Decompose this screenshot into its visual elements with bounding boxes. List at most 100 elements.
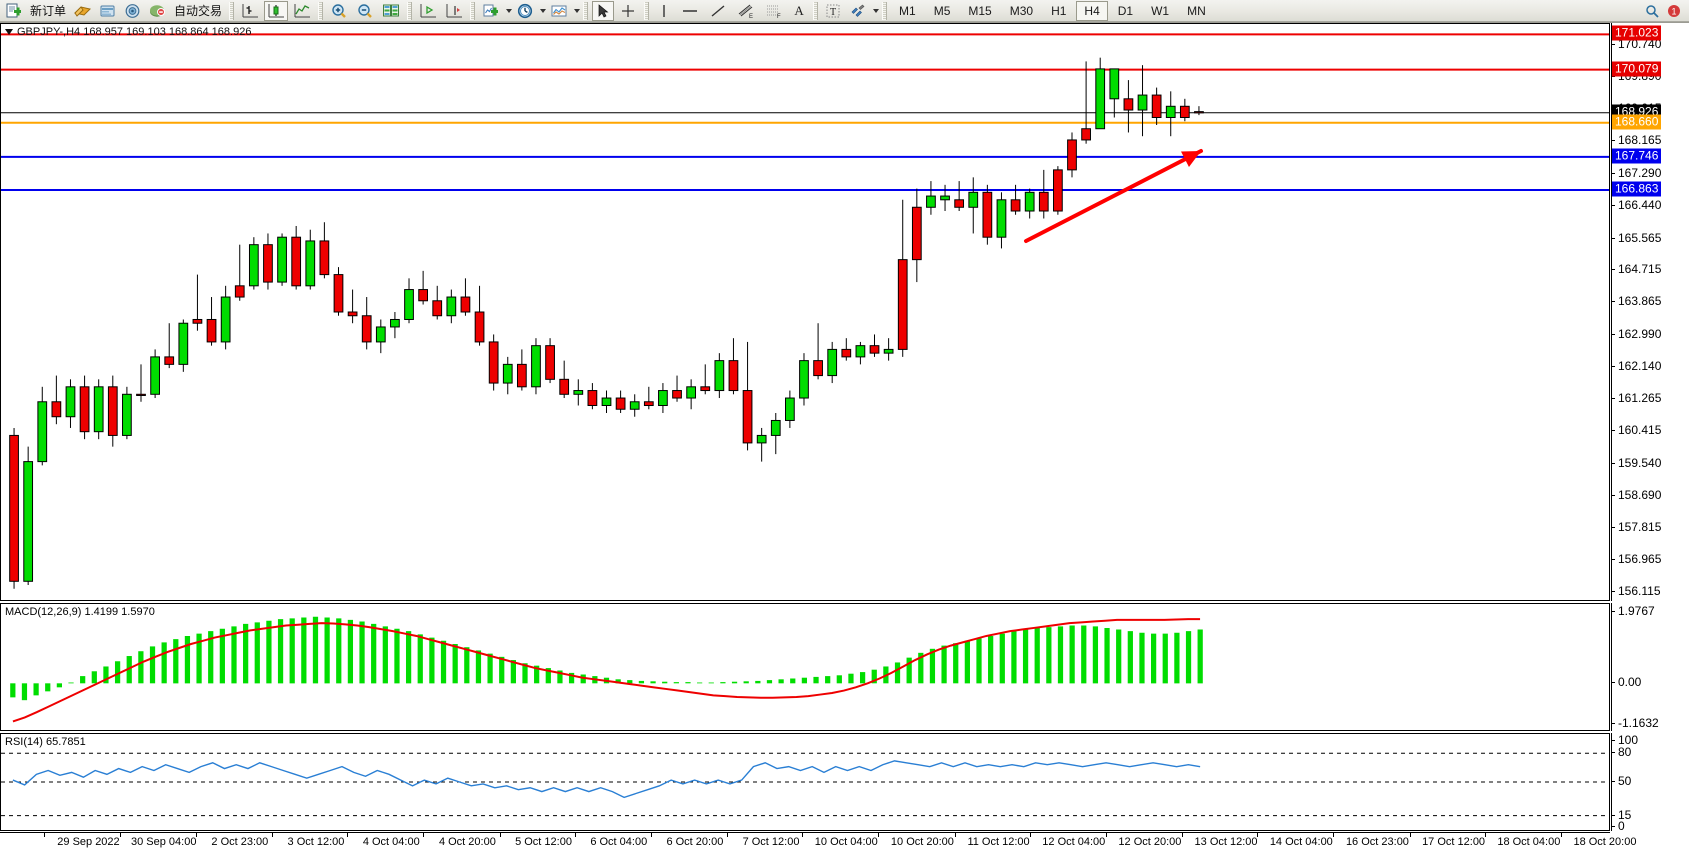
macd-tick-label: -1.1632	[1618, 716, 1659, 730]
rsi-tick-label: 15	[1618, 807, 1632, 822]
indicators-icon[interactable]	[479, 1, 503, 21]
candlestick	[1081, 61, 1091, 144]
new-order-label[interactable]: 新订单	[30, 4, 67, 18]
candlestick	[982, 184, 993, 245]
rsi-axis[interactable]: 100 80 50 15 0	[1611, 733, 1689, 833]
notification-badge[interactable]: 1	[1664, 1, 1684, 21]
price-tick	[1611, 172, 1615, 174]
time-tick	[195, 833, 197, 837]
time-tick-label: 10 Oct 20:00	[890, 836, 954, 848]
candlestick	[601, 390, 612, 413]
timeframe-m30-button[interactable]: M30	[1009, 3, 1034, 18]
fibonacci-icon[interactable]: F	[761, 1, 787, 21]
price-tick-label: 162.140	[1618, 358, 1662, 373]
price-badge-pivot[interactable]: 168.660	[1612, 114, 1662, 130]
cursor-icon[interactable]	[592, 0, 615, 21]
arrows-icon[interactable]	[846, 1, 870, 21]
zoom-in-icon[interactable]	[327, 1, 351, 21]
time-axis[interactable]: 29 Sep 2022 30 Sep 04:00 2 Oct 23:00 3 Oct …	[0, 832, 1636, 855]
crosshair-icon[interactable]	[616, 1, 640, 21]
profiles-icon[interactable]	[71, 1, 94, 21]
price-tick-label: 159.540	[1618, 455, 1662, 470]
timeframe-mn-button[interactable]: MN	[1187, 3, 1206, 18]
candlestick	[333, 267, 344, 316]
rsi-pane[interactable]: RSI(14) 65.7851	[0, 733, 1610, 831]
text-label-icon[interactable]: A	[794, 2, 804, 18]
new-order-button[interactable]	[3, 1, 25, 21]
vertical-line-icon[interactable]	[653, 1, 675, 21]
chart-shift-icon[interactable]	[416, 1, 440, 21]
indicators-dropdown-caret[interactable]	[506, 8, 513, 13]
price-badge-resistance[interactable]: 170.079	[1612, 61, 1662, 77]
candlestick	[361, 297, 372, 350]
candlestick	[1109, 68, 1120, 118]
price-tick-label: 166.440	[1618, 197, 1662, 212]
trendline-icon[interactable]	[705, 1, 731, 21]
candlestick	[1053, 166, 1063, 215]
candlestick	[418, 270, 428, 305]
candlestick	[277, 233, 287, 286]
price-tick	[1611, 333, 1615, 335]
autotrading-label[interactable]: 自动交易	[174, 4, 223, 18]
toolbar-separator	[813, 1, 819, 20]
candlestick-chart-icon[interactable]	[264, 0, 289, 21]
time-tick	[1560, 833, 1562, 837]
price-tick	[1611, 43, 1615, 45]
uptrend-arrow[interactable]	[1024, 149, 1203, 243]
navigator-icon[interactable]	[121, 1, 144, 21]
timeframe-w1-button[interactable]: W1	[1151, 3, 1170, 18]
macd-axis[interactable]: 1.9767 0.00 -1.1632	[1611, 603, 1689, 731]
macd-pane[interactable]: MACD(12,26,9) 1.4199 1.5970	[0, 603, 1610, 731]
bar-chart-icon[interactable]	[238, 1, 262, 21]
svg-text:E: E	[749, 14, 753, 19]
templates-icon[interactable]	[547, 1, 571, 21]
candlestick	[220, 285, 231, 350]
price-tick-label: 164.715	[1618, 262, 1662, 277]
timeframe-m1-button[interactable]: M1	[899, 3, 916, 18]
rsi-tick-label: 0	[1618, 819, 1625, 833]
text-box-icon[interactable]: T	[822, 1, 844, 21]
candlestick	[347, 289, 358, 324]
horizontal-line-icon[interactable]	[677, 1, 703, 21]
price-plot	[1, 33, 1609, 589]
rsi-plot	[1, 752, 1609, 817]
timeframe-m5-button[interactable]: M5	[933, 3, 951, 18]
zoom-out-icon[interactable]	[353, 1, 377, 21]
chart-collapse-arrow-icon[interactable]	[5, 29, 13, 35]
price-chart-pane[interactable]: GBPJPY-,H4 168.957 169.103 168.864 168.9…	[0, 23, 1610, 601]
auto-scroll-icon[interactable]	[442, 1, 466, 21]
timeframe-m15-button[interactable]: M15	[968, 3, 992, 18]
price-tick-label: 168.165	[1618, 133, 1662, 148]
macd-tick-label: 1.9767	[1618, 604, 1655, 618]
tile-windows-icon[interactable]	[379, 1, 403, 21]
candlestick	[192, 274, 203, 331]
arrows-dropdown-caret[interactable]	[873, 8, 880, 13]
candlestick	[742, 341, 753, 451]
time-tick	[1182, 833, 1184, 837]
price-badge-support[interactable]: 167.746	[1612, 148, 1662, 164]
autotrading-icon[interactable]	[146, 1, 169, 21]
line-chart-icon[interactable]	[290, 1, 314, 21]
search-icon[interactable]	[1642, 1, 1662, 21]
timeframe-d1-button[interactable]: D1	[1117, 3, 1134, 18]
toolbar-separator	[229, 1, 235, 20]
timeframe-h1-button[interactable]: H1	[1051, 3, 1067, 18]
rsi-tick-label: 100	[1618, 733, 1639, 747]
price-badge-support[interactable]: 166.863	[1612, 181, 1662, 197]
chart-title: GBPJPY-,H4 168.957 169.103 168.864 168.9…	[17, 26, 252, 38]
candlestick	[432, 285, 443, 320]
price-tick-label: 156.115	[1618, 583, 1661, 598]
price-axis[interactable]: 170.740169.890169.015168.165167.290166.4…	[1611, 23, 1689, 601]
price-axis-line	[1611, 23, 1612, 601]
period-icon[interactable]	[513, 1, 537, 21]
period-dropdown-caret[interactable]	[540, 8, 547, 13]
templates-dropdown-caret[interactable]	[574, 8, 581, 13]
candlestick	[404, 278, 414, 324]
equidistant-channel-icon[interactable]: E	[733, 1, 759, 21]
time-tick-label: 18 Oct 04:00	[1497, 836, 1561, 848]
price-badge-resistance[interactable]: 171.023	[1612, 25, 1662, 41]
time-tick	[1484, 833, 1486, 837]
market-watch-icon[interactable]	[96, 1, 119, 21]
timeframe-h4-button[interactable]: H4	[1076, 0, 1108, 21]
rsi-tick	[1611, 752, 1615, 754]
